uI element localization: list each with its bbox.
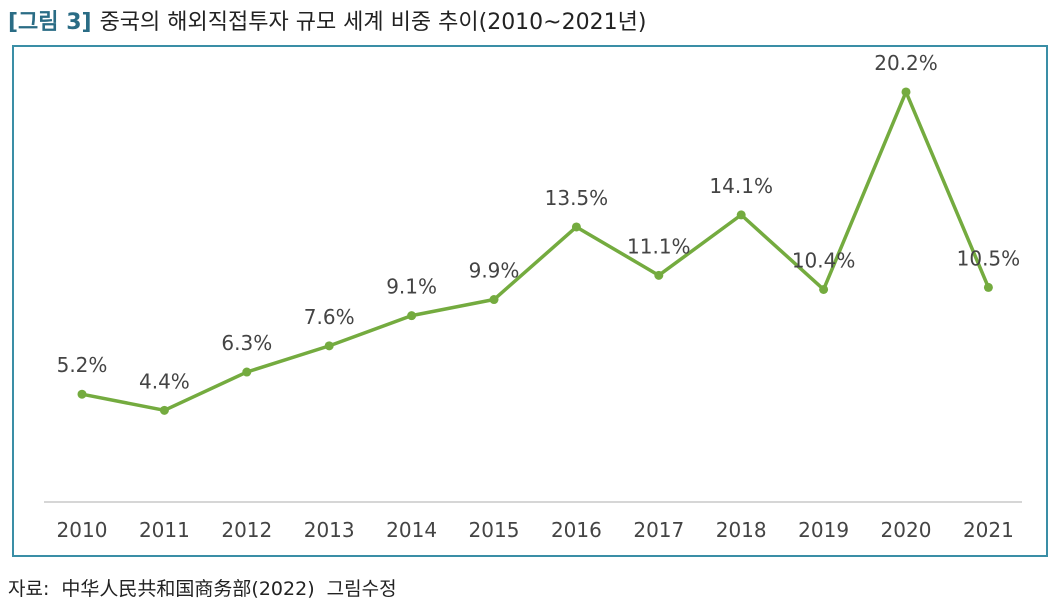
source-text: 中华人民共和国商务部(2022) xyxy=(61,578,315,600)
data-label: 7.6% xyxy=(304,305,355,329)
figure-title: [그림 3] 중국의 해외직접투자 규모 세계 비중 추이(2010~2021년) xyxy=(8,4,646,36)
chart-frame: 2010 2011 2012 2013 2014 2015 2016 2017 2018 2019… xyxy=(12,45,1048,557)
data-point xyxy=(489,295,499,305)
x-tick-label: 2012 xyxy=(221,518,272,542)
x-tick-label: 2016 xyxy=(551,518,602,542)
data-label: 10.4% xyxy=(792,248,856,272)
x-tick-label: 2011 xyxy=(139,518,190,542)
data-label: 9.9% xyxy=(469,259,520,283)
data-point xyxy=(901,87,911,97)
data-point xyxy=(407,311,417,321)
figure-number: [그림 3] xyxy=(8,10,92,35)
source-label: 자료: xyxy=(8,578,50,600)
data-point xyxy=(324,341,334,351)
x-tick-label: 2013 xyxy=(304,518,355,542)
x-tick-label: 2019 xyxy=(798,518,849,542)
x-tick-label: 2017 xyxy=(633,518,684,542)
data-label: 9.1% xyxy=(386,275,437,299)
data-point xyxy=(242,367,252,377)
data-label: 14.1% xyxy=(709,174,773,198)
source-remark: 그림수정 xyxy=(326,578,397,600)
data-label: 11.1% xyxy=(627,234,691,258)
x-tick-label: 2010 xyxy=(57,518,108,542)
x-tick-label: 2018 xyxy=(716,518,767,542)
data-label: 10.5% xyxy=(957,246,1021,270)
data-point xyxy=(983,282,993,292)
source-note: 자료: 中华人民共和国商务部(2022) 그림수정 xyxy=(8,574,403,601)
data-point xyxy=(736,210,746,220)
data-point xyxy=(571,222,581,232)
figure-title-text: 중국의 해외직접투자 규모 세계 비중 추이(2010~2021년) xyxy=(99,10,647,35)
data-point xyxy=(159,405,169,415)
x-tick-label: 2015 xyxy=(469,518,520,542)
x-tick-label: 2014 xyxy=(386,518,437,542)
line-chart: 2010 2011 2012 2013 2014 2015 2016 2017 2018 2019… xyxy=(44,51,1022,542)
data-label: 20.2% xyxy=(874,51,938,75)
x-tick-label: 2020 xyxy=(881,518,932,542)
data-label: 6.3% xyxy=(221,331,272,355)
series-line xyxy=(80,90,991,413)
data-point xyxy=(819,284,829,294)
x-tick-label: 2021 xyxy=(963,518,1014,542)
data-point xyxy=(77,389,87,399)
data-label: 13.5% xyxy=(545,186,609,210)
data-point xyxy=(654,270,664,280)
data-label: 5.2% xyxy=(57,353,108,377)
data-label: 4.4% xyxy=(139,369,190,393)
